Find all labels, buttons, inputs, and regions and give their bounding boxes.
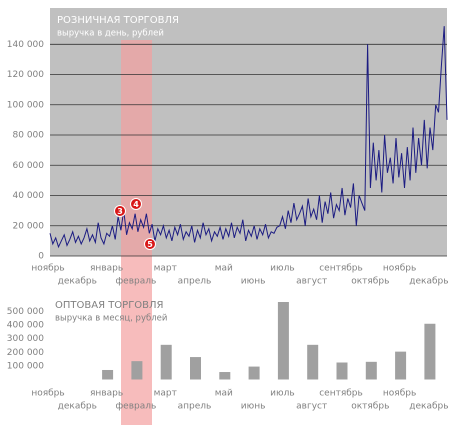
annotation-marker (130, 198, 142, 210)
y-tick-label: 20 000 (13, 221, 45, 231)
bar (307, 344, 319, 380)
series-line (49, 26, 448, 249)
x-tick-label: август (296, 277, 327, 287)
x-tick-label: ноябрь (383, 389, 416, 399)
x-tick-label: декабрь (409, 402, 448, 412)
x-tick-label: сентябрь (319, 389, 363, 399)
annotation-marker (114, 205, 126, 217)
bar (277, 302, 289, 380)
chart-subtitle: выручка в месяц, рублей (55, 314, 167, 324)
annotation-label: 3 (117, 207, 123, 216)
annotation-label: 4 (133, 200, 139, 209)
bar (395, 351, 407, 380)
x-tick-label: июнь (241, 277, 266, 287)
annotation: 4 (130, 198, 142, 210)
x-tick-label: апрель (178, 277, 212, 287)
bar (102, 369, 114, 380)
y-tick-label: 500 000 (7, 307, 44, 317)
x-tick-label: декабрь (58, 402, 97, 412)
bar (160, 344, 172, 380)
y-tick-label: 200 000 (7, 348, 44, 358)
bar (365, 361, 377, 380)
y-tick-label: 0 (38, 252, 44, 262)
x-tick-label: апрель (178, 402, 212, 412)
y-tick-label: 100 000 (7, 361, 44, 371)
bar (248, 366, 260, 380)
bar (336, 362, 348, 380)
bar (190, 357, 201, 380)
x-tick-label: ноябрь (31, 389, 64, 399)
x-tick-label: январь (90, 264, 123, 274)
bar (131, 361, 143, 380)
x-tick-label: июль (270, 264, 294, 274)
y-tick-label: 300 000 (7, 334, 44, 344)
chart-subtitle: выручка в день, рублей (57, 29, 164, 39)
x-tick-label: ноябрь (31, 264, 64, 274)
plot-background (50, 8, 447, 256)
annotation: 3 (114, 205, 126, 217)
bar (219, 372, 231, 380)
y-tick-label: 100 000 (7, 100, 44, 110)
annotation-marker (144, 238, 156, 250)
y-tick-label: 40 000 (13, 191, 45, 201)
x-tick-label: февраль (115, 402, 156, 412)
chart-title: ОПТОВАЯ ТОРГОВЛЯ (55, 300, 164, 311)
x-tick-label: февраль (115, 277, 156, 287)
y-tick-label: 80 000 (13, 131, 45, 141)
annotation: 5 (144, 238, 156, 250)
x-tick-label: май (215, 264, 233, 274)
x-tick-label: декабрь (409, 277, 448, 287)
chart-title: РОЗНИЧНАЯ ТОРГОВЛЯ (57, 15, 179, 26)
x-tick-label: январь (90, 389, 123, 399)
y-tick-label: 400 000 (7, 321, 44, 331)
x-tick-label: октябрь (351, 402, 389, 412)
x-tick-label: август (296, 402, 327, 412)
y-tick-label: 140 000 (7, 40, 44, 50)
x-tick-label: ноябрь (383, 264, 416, 274)
x-tick-label: март (154, 264, 177, 274)
x-tick-label: июнь (241, 402, 266, 412)
x-tick-label: май (215, 389, 233, 399)
x-tick-label: март (154, 389, 177, 399)
annotation-label: 5 (147, 240, 153, 249)
bar (424, 323, 436, 380)
y-tick-label: 120 000 (7, 70, 44, 80)
y-tick-label: 60 000 (13, 161, 45, 171)
x-tick-label: октябрь (351, 277, 389, 287)
x-tick-label: июль (270, 389, 294, 399)
x-tick-label: сентябрь (319, 264, 363, 274)
x-tick-label: декабрь (58, 277, 97, 287)
